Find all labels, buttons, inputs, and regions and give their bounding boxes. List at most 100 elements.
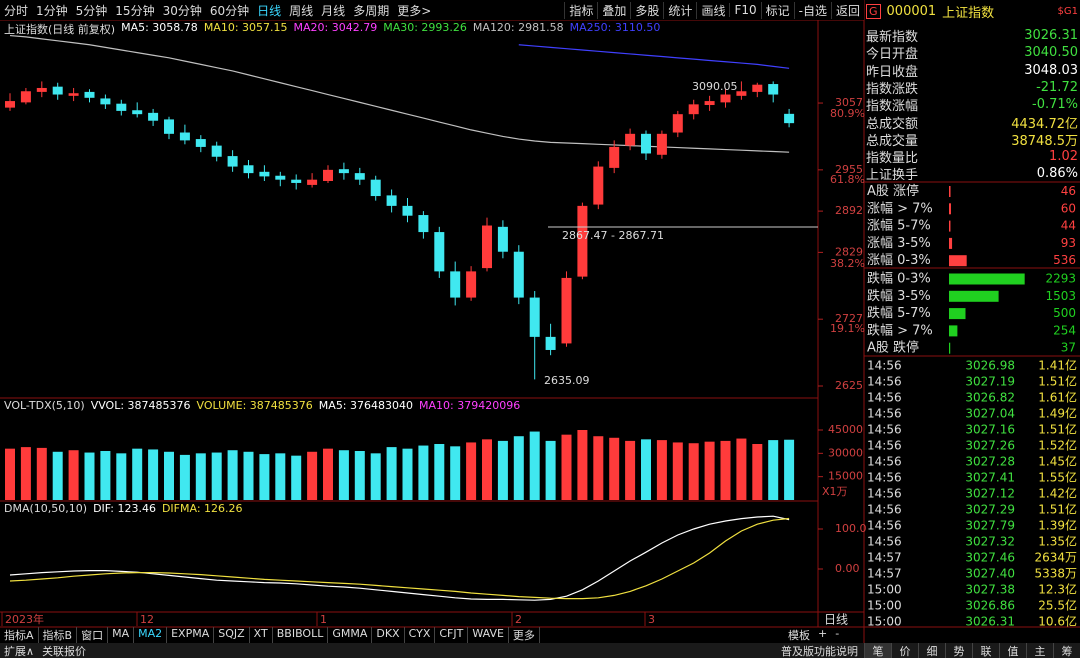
toolbar: 分时 1分钟 5分钟 15分钟 30分钟 60分钟 日线 周线 月线 多周期 更多> 指标 叠加 多股 统计… <box>0 0 864 20</box>
legend-item: MA10: 3057.15 <box>203 21 288 34</box>
candle-body <box>36 87 47 92</box>
tick-price: 3027.41 <box>965 471 1015 485</box>
toolbar-button[interactable]: F10 <box>729 3 760 17</box>
status-button[interactable]: 细 <box>918 642 945 658</box>
breadth-value: 93 <box>1061 236 1076 250</box>
toolbar-button[interactable]: 1分钟 <box>36 3 68 18</box>
tab-control[interactable]: - <box>835 627 840 640</box>
toolbar-button[interactable]: 15分钟 <box>115 3 155 18</box>
status-button[interactable]: 值 <box>999 642 1026 658</box>
tick-amount: 12.3亿 <box>1038 582 1077 597</box>
toolbar-button[interactable]: 多周期 <box>353 3 390 18</box>
tick-price: 3027.28 <box>965 455 1015 469</box>
candle-body <box>211 145 222 157</box>
breadth-label: 涨幅 0-3% <box>867 253 931 268</box>
date-label: 12 <box>140 613 154 626</box>
volume-tick-label: 15000 <box>828 470 863 483</box>
tab-control[interactable]: + <box>818 627 828 640</box>
status-button[interactable]: 联 <box>972 642 999 658</box>
indicator-tab[interactable]: CYX <box>405 627 436 643</box>
status-item[interactable]: 扩展∧ <box>4 644 35 658</box>
candle-body <box>148 112 159 121</box>
volume-bar <box>784 439 795 500</box>
legend-item: MA120: 2981.58 <box>472 21 564 34</box>
candle-body <box>179 132 190 141</box>
candle-body <box>720 94 731 103</box>
volume-bar <box>84 452 95 500</box>
status-button[interactable]: 笔 <box>864 642 891 658</box>
indicator-tab[interactable]: MA <box>108 627 135 643</box>
volume-bar <box>609 437 620 500</box>
status-item[interactable]: 关联报价 <box>42 644 87 658</box>
indicator-tab[interactable]: CFJT <box>435 627 469 643</box>
quote-label: 指数量比 <box>866 151 919 167</box>
toolbar-button[interactable]: 统计 <box>663 1 696 19</box>
volume-bar <box>577 430 588 500</box>
indicator-tab[interactable]: 指标A <box>0 627 39 643</box>
tick-amount: 1.41亿 <box>1038 358 1077 373</box>
indicator-tab[interactable]: EXPMA <box>167 627 215 643</box>
fib-label: 80.9% <box>830 107 865 120</box>
toolbar-button[interactable]: -自选 <box>793 1 831 19</box>
toolbar-button[interactable]: 周线 <box>289 3 314 18</box>
volume-bar <box>720 440 731 500</box>
candle-body <box>625 133 636 146</box>
indicator-tab[interactable]: 指标B <box>39 627 78 643</box>
indicator-tab[interactable]: MA2 <box>134 627 168 643</box>
badge: $G1 <box>1057 5 1078 17</box>
indicator-tab[interactable]: GMMA <box>328 627 373 643</box>
tick-price: 3027.19 <box>965 375 1015 389</box>
indicator-tab[interactable]: XT <box>250 627 273 643</box>
quote-row: 今日开盘 3040.50 <box>866 44 1078 62</box>
tick-price: 3027.04 <box>965 407 1015 421</box>
toolbar-button[interactable]: 分时 <box>4 3 29 18</box>
legend-row: 上证指数(日线 前复权) MA5: 3058.78 MA10: 3057.15 MA2… <box>4 21 660 37</box>
volume-bar <box>243 451 254 500</box>
quote-value: 1.02 <box>1049 149 1078 165</box>
toolbar-button[interactable]: 60分钟 <box>209 3 250 18</box>
candle-body <box>752 84 763 92</box>
toolbar-button[interactable]: 5分钟 <box>75 3 108 18</box>
toolbar-button[interactable]: 多股 <box>630 1 663 19</box>
breadth-label: A股 跌停 <box>867 340 919 356</box>
breadth-label: 跌幅 5-7% <box>867 305 931 321</box>
date-label: 2023年 <box>5 612 44 626</box>
toolbar-button[interactable]: 日线 <box>257 3 282 18</box>
quote-row: 总成交量 38748.5万 <box>866 131 1078 149</box>
price-tick-label: 2625 <box>835 379 863 392</box>
status-link[interactable]: 普及版功能说明 <box>781 644 858 658</box>
status-button[interactable]: 筹 <box>1053 642 1080 658</box>
indicator-tab[interactable]: WAVE <box>468 627 509 643</box>
indicator-tab[interactable]: 窗口 <box>77 627 109 643</box>
toolbar-button[interactable]: 月线 <box>321 3 346 18</box>
indicator-tab[interactable]: BBIBOLL <box>273 627 329 643</box>
toolbar-button[interactable]: 返回 <box>830 1 864 19</box>
toolbar-button[interactable]: 指标 <box>564 1 597 19</box>
volume-bar <box>275 453 286 500</box>
status-button[interactable]: 势 <box>945 642 972 658</box>
volume-tick-label: 30000 <box>828 446 863 459</box>
tick-price: 3027.16 <box>965 423 1015 437</box>
toolbar-button[interactable]: 30分钟 <box>162 3 202 18</box>
indicator-tab[interactable]: SQJZ <box>214 627 250 643</box>
name: 上证指数 <box>942 5 995 21</box>
candle-body <box>370 179 381 197</box>
difma-line <box>9 517 790 600</box>
volume-bar <box>545 440 556 500</box>
status-button[interactable]: 价 <box>891 642 918 658</box>
volume-bar <box>211 452 222 500</box>
toolbar-button[interactable]: 更多> <box>397 3 432 18</box>
indicator-tab[interactable]: 更多 <box>509 627 540 643</box>
volume-bar <box>36 447 47 500</box>
tick-price: 3027.40 <box>965 567 1015 581</box>
annotation: 3090.05 <box>692 80 738 93</box>
volume-bar <box>752 444 763 500</box>
toolbar-button[interactable]: 标记 <box>760 1 794 19</box>
toolbar-button[interactable]: 叠加 <box>597 1 630 19</box>
indicator-tab[interactable]: DKX <box>372 627 405 643</box>
candle-body <box>259 171 270 177</box>
toolbar-button[interactable]: 画线 <box>696 1 729 19</box>
volume-bar <box>370 453 381 500</box>
tab-control[interactable]: 模板 <box>788 629 810 642</box>
status-button[interactable]: 主 <box>1026 642 1053 658</box>
